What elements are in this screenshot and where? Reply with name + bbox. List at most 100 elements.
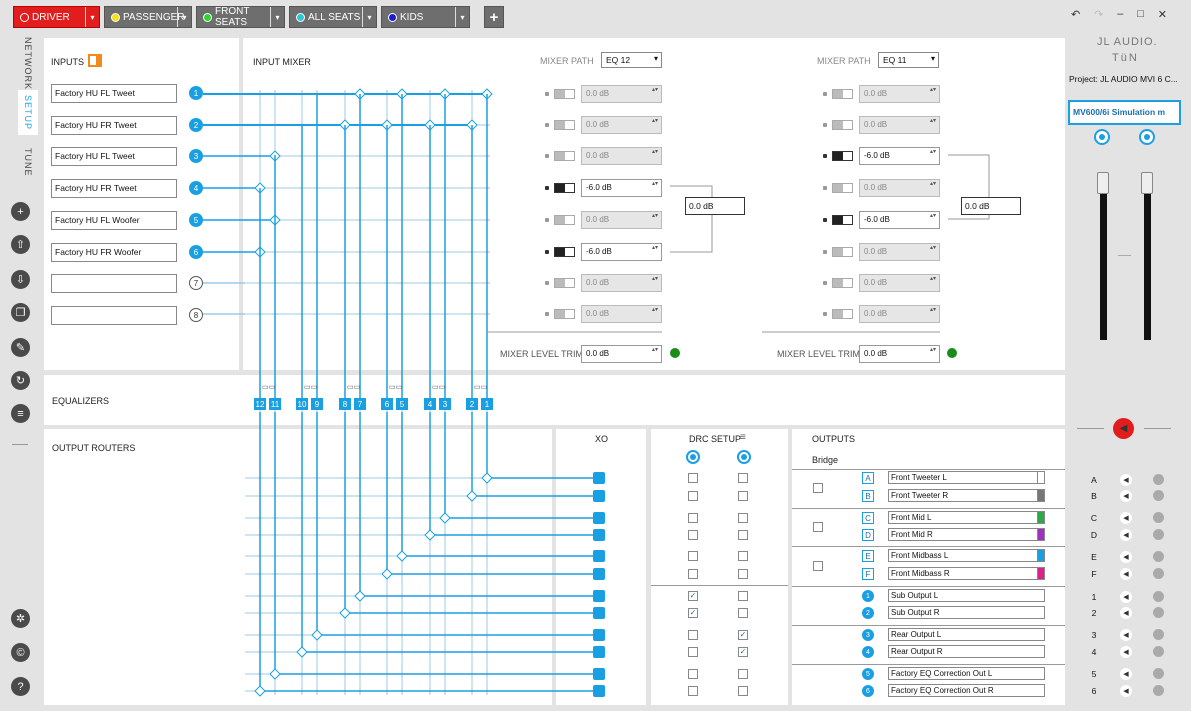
mix-enable-toggle[interactable] [545,183,575,193]
equalizer-button[interactable]: 4 [424,398,436,410]
xo-button[interactable] [593,629,605,641]
mix-gain-input[interactable]: 0.0 dB [581,147,662,165]
input-name-field[interactable]: Factory HU FL Tweet [51,147,177,166]
mix-gain-input[interactable]: -6.0 dB [581,179,662,197]
speaker-icon[interactable]: ◀ [1120,685,1132,697]
knob-icon[interactable] [1094,129,1110,145]
xo-button[interactable] [593,607,605,619]
input-name-field[interactable]: Factory HU FR Woofer [51,243,177,262]
output-color-swatch[interactable] [1037,529,1044,540]
input-name-field[interactable]: Factory HU FR Tweet [51,116,177,135]
output-name-field[interactable]: Front Mid L [888,511,1045,524]
xo-button[interactable] [593,512,605,524]
plus-icon[interactable]: + [484,6,504,28]
drc-checkbox[interactable]: ✓ [688,608,698,618]
drc-checkbox[interactable] [738,686,748,696]
drc-checkbox[interactable] [738,669,748,679]
input-toggle-icon[interactable] [88,54,102,67]
drc-checkbox[interactable] [738,513,748,523]
copy-icon[interactable]: ❐ [11,303,30,322]
maximize-icon[interactable]: □ [1137,8,1144,20]
bridge-checkbox[interactable] [813,522,823,532]
mix-gain-input[interactable]: 0.0 dB [581,85,662,103]
input-name-field[interactable] [51,274,177,293]
drc-checkbox[interactable] [688,686,698,696]
xo-button[interactable] [593,550,605,562]
output-color-swatch[interactable] [1037,550,1044,561]
chevron-down-icon[interactable]: ▾ [455,7,469,27]
output-name-field[interactable]: Factory EQ Correction Out L [888,667,1045,680]
output-color-swatch[interactable] [1037,512,1044,523]
mix-enable-toggle[interactable] [545,215,575,225]
tab-tune[interactable]: TUNE [23,148,33,177]
volume-slider-handle[interactable] [1097,172,1109,194]
speaker-icon[interactable]: ◀ [1120,551,1132,563]
drc-radio-icon[interactable] [686,450,700,464]
link-icon[interactable]: ▭▭ [432,384,446,391]
equalizer-button[interactable]: 12 [254,398,266,410]
list-icon[interactable]: ≡ [11,404,30,423]
mix-enable-toggle[interactable] [823,151,853,161]
drc-checkbox[interactable] [688,630,698,640]
xo-button[interactable] [593,590,605,602]
output-name-field[interactable]: Rear Output L [888,628,1045,641]
mixer-level-trim-input[interactable]: 0.0 dB [859,345,940,363]
drc-checkbox[interactable] [688,473,698,483]
equalizer-button[interactable]: 5 [396,398,408,410]
speaker-icon[interactable]: ◀ [1120,568,1132,580]
link-icon[interactable]: ▭▭ [262,384,276,391]
mix-enable-toggle[interactable] [545,89,575,99]
mix-enable-toggle[interactable] [545,151,575,161]
equalizer-button[interactable]: 3 [439,398,451,410]
volume-slider-track[interactable] [1100,178,1107,340]
link-icon[interactable]: ▭▭ [474,384,488,391]
mix-enable-toggle[interactable] [545,309,575,319]
output-name-field[interactable]: Sub Output R [888,606,1045,619]
device-button[interactable]: MV600/6i Simulation m [1068,100,1181,125]
mix-enable-toggle[interactable] [545,120,575,130]
mix-gain-input[interactable]: 0.0 dB [581,116,662,134]
mix-gain-input[interactable]: 0.0 dB [581,274,662,292]
drc-checkbox[interactable] [738,473,748,483]
preset-driver[interactable]: DRIVER ▾ [13,6,100,28]
output-name-field[interactable]: Front Tweeter R [888,489,1045,502]
preset-passenger[interactable]: PASSENGER ▾ [104,6,192,28]
chevron-down-icon[interactable]: ▾ [177,7,191,27]
output-name-field[interactable]: Front Tweeter L [888,471,1045,484]
output-color-swatch[interactable] [1037,472,1044,483]
output-name-field[interactable]: Front Mid R [888,528,1045,541]
equalizer-button[interactable]: 8 [339,398,351,410]
speaker-icon[interactable]: ◀ [1120,474,1132,486]
volume-slider-track[interactable] [1144,178,1151,340]
drc-checkbox[interactable] [688,569,698,579]
upload-icon[interactable]: ⇧ [11,235,30,254]
input-name-field[interactable]: Factory HU FL Tweet [51,84,177,103]
drc-checkbox[interactable] [688,530,698,540]
add-icon[interactable]: + [11,202,30,221]
drc-checkbox[interactable]: ✓ [738,647,748,657]
volume-slider-handle[interactable] [1141,172,1153,194]
equalizer-button[interactable]: 2 [466,398,478,410]
bridge-checkbox[interactable] [813,561,823,571]
xo-button[interactable] [593,472,605,484]
mix-gain-input[interactable]: 0.0 dB [859,116,940,134]
mix-gain-input[interactable]: 0.0 dB [859,243,940,261]
mix-enable-toggle[interactable] [545,278,575,288]
mix-gain-input[interactable]: 0.0 dB [581,305,662,323]
drc-checkbox[interactable] [738,591,748,601]
xo-button[interactable] [593,646,605,658]
output-color-swatch[interactable] [1037,568,1044,579]
output-name-field[interactable]: Front Midbass R [888,567,1045,580]
xo-button[interactable] [593,490,605,502]
mix-enable-toggle[interactable] [545,247,575,257]
copyright-icon[interactable]: © [11,643,30,662]
download-icon[interactable]: ⇩ [11,270,30,289]
mute-all-icon[interactable]: ◀ [1113,418,1134,439]
speaker-icon[interactable]: ◀ [1120,646,1132,658]
drc-checkbox[interactable] [738,608,748,618]
mix-gain-input[interactable]: 0.0 dB [581,211,662,229]
drc-checkbox[interactable] [688,647,698,657]
chevron-down-icon[interactable]: ▾ [362,7,376,27]
output-name-field[interactable]: Factory EQ Correction Out R [888,684,1045,697]
drc-checkbox[interactable] [688,669,698,679]
